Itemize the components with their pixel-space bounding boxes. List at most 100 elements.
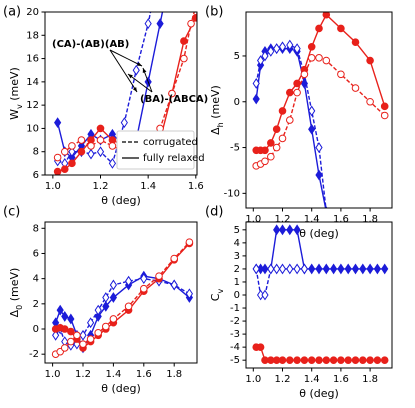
- x-tick-label: 1.0: [245, 214, 261, 225]
- marker: [337, 24, 345, 33]
- annotation: (CA)-(AB)(AB): [52, 39, 129, 50]
- marker: [102, 292, 110, 303]
- marker: [322, 12, 331, 19]
- marker: [325, 206, 328, 208]
- y-tick-label: 8: [33, 147, 39, 158]
- marker: [52, 329, 60, 341]
- marker: [261, 157, 269, 166]
- plot-area: [252, 224, 389, 364]
- marker: [73, 331, 81, 340]
- marker: [68, 146, 76, 158]
- marker: [308, 123, 316, 135]
- marker: [54, 117, 62, 129]
- marker: [380, 111, 389, 120]
- y-tick-label: 20: [26, 7, 39, 18]
- marker: [108, 142, 117, 150]
- x-tick-label: 1.2: [75, 369, 91, 380]
- legend-label: fully relaxed: [143, 153, 205, 164]
- marker: [267, 152, 275, 161]
- marker: [156, 18, 164, 30]
- marker: [102, 322, 110, 331]
- y-label-unit: (meV): [8, 67, 21, 104]
- marker: [87, 142, 95, 150]
- y-tick-label: -2: [29, 349, 39, 360]
- x-axis-label: θ (deg): [299, 227, 339, 240]
- x-axis-label: θ (deg): [299, 387, 339, 400]
- plot-area: [51, 238, 194, 358]
- marker: [96, 136, 105, 144]
- marker: [286, 224, 294, 236]
- marker: [252, 93, 260, 105]
- marker: [286, 39, 294, 51]
- marker: [252, 263, 260, 275]
- marker: [77, 136, 86, 144]
- marker: [140, 284, 148, 293]
- marker: [94, 328, 102, 337]
- panel-label: (d): [205, 205, 223, 220]
- x-tick-label: 1.8: [166, 369, 182, 380]
- marker: [380, 102, 389, 111]
- marker: [96, 146, 105, 158]
- y-label-base: Δ: [8, 309, 21, 317]
- panel-label: (a): [3, 5, 21, 20]
- axes-frame: [245, 11, 393, 209]
- marker: [307, 53, 316, 62]
- marker: [162, 0, 168, 5]
- marker: [286, 356, 294, 364]
- y-label-unit: (meV): [209, 85, 222, 122]
- marker: [187, 19, 195, 28]
- y-label-sub: v: [216, 289, 225, 294]
- plot-area: [252, 12, 389, 208]
- y-tick-label: 5: [234, 51, 240, 62]
- y-tick-label: 8: [33, 223, 39, 234]
- x-tick-label: 1.8: [362, 214, 378, 225]
- marker: [273, 263, 281, 275]
- marker: [180, 37, 188, 45]
- marker: [109, 279, 118, 291]
- marker: [261, 50, 269, 62]
- marker: [300, 70, 309, 79]
- y-tick-label: 6: [33, 170, 39, 181]
- series-line: [255, 47, 327, 208]
- y-label-sub: v: [15, 104, 24, 109]
- marker: [185, 238, 194, 246]
- annotation-arrow: [127, 73, 153, 93]
- y-label-unit: (meV): [8, 268, 21, 305]
- x-tick-label: 1.0: [45, 181, 61, 192]
- marker: [56, 304, 64, 316]
- marker: [94, 304, 102, 316]
- x-tick-label: 1.6: [136, 369, 152, 380]
- y-tick-label: -4: [230, 342, 240, 353]
- marker: [150, 0, 156, 5]
- marker: [351, 84, 360, 92]
- legend-box: [116, 130, 195, 170]
- y-tick-label: -5: [230, 143, 240, 154]
- marker: [300, 356, 309, 364]
- marker: [293, 43, 301, 55]
- marker: [272, 125, 281, 134]
- marker: [272, 143, 281, 152]
- marker: [329, 356, 338, 364]
- marker: [267, 45, 275, 57]
- y-axis-label: Δ0 (meV): [8, 268, 24, 318]
- marker: [308, 105, 316, 117]
- marker: [308, 263, 316, 275]
- y-tick-label: 16: [26, 54, 39, 65]
- annotation-arrow: [109, 49, 138, 93]
- marker: [68, 142, 76, 150]
- marker: [261, 289, 269, 301]
- marker: [366, 97, 374, 106]
- marker: [267, 263, 275, 275]
- marker: [315, 53, 323, 62]
- y-tick-label: -10: [224, 188, 240, 199]
- x-axis-label: θ (deg): [101, 382, 141, 395]
- y-label-base: W: [8, 109, 21, 120]
- y-label-base: Δ: [209, 127, 222, 135]
- x-tick-label: 1.6: [333, 374, 349, 385]
- marker: [261, 146, 269, 155]
- marker: [77, 147, 86, 156]
- marker: [307, 356, 316, 364]
- marker: [132, 64, 140, 76]
- marker: [53, 153, 62, 162]
- marker: [344, 356, 353, 364]
